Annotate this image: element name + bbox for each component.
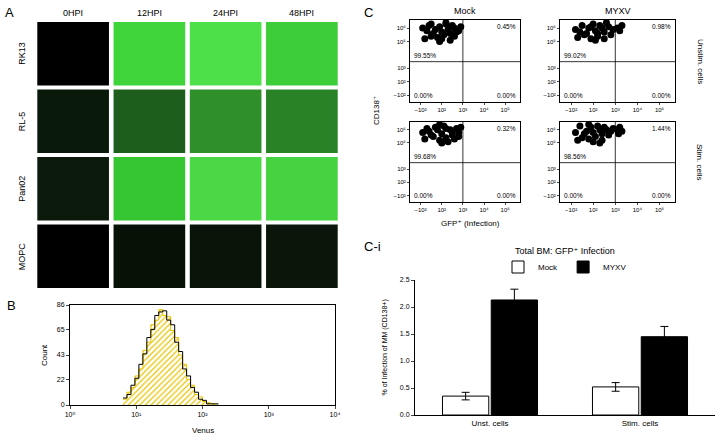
svg-text:10⁴: 10⁴	[330, 411, 341, 418]
svg-text:−10²: −10²	[544, 193, 556, 199]
svg-text:10²: 10²	[547, 79, 556, 85]
svg-text:−10²: −10²	[565, 107, 577, 113]
svg-text:10⁵: 10⁵	[397, 140, 407, 146]
svg-text:10²: 10²	[197, 411, 208, 418]
svg-text:0.32%: 0.32%	[497, 125, 516, 132]
svg-text:0.00%: 0.00%	[564, 92, 583, 99]
svg-text:10⁴: 10⁴	[479, 107, 489, 113]
svg-text:2.0: 2.0	[400, 303, 410, 310]
svg-text:10²: 10²	[397, 179, 406, 185]
svg-text:0.00%: 0.00%	[497, 92, 516, 99]
svg-text:10³: 10³	[459, 107, 468, 113]
svg-text:10³: 10³	[547, 65, 556, 71]
svg-text:−10²: −10²	[414, 107, 426, 113]
svg-text:2.5: 2.5	[400, 276, 410, 283]
svg-text:10³: 10³	[547, 166, 556, 172]
svg-text:−10²: −10²	[394, 193, 406, 199]
svg-text:10⁵: 10⁵	[547, 140, 557, 146]
svg-text:MYXV: MYXV	[603, 263, 626, 272]
svg-text:Stim. cells: Stim. cells	[622, 419, 658, 428]
svg-text:10⁶: 10⁶	[547, 25, 557, 31]
svg-text:12HPI: 12HPI	[137, 8, 162, 18]
svg-text:−10²: −10²	[544, 92, 556, 98]
svg-text:65: 65	[57, 326, 65, 333]
svg-text:1.0: 1.0	[400, 357, 410, 364]
svg-text:0.00%: 0.00%	[414, 192, 433, 199]
svg-text:Total BM: GFP⁺ Infection: Total BM: GFP⁺ Infection	[515, 246, 615, 256]
svg-text:RK13: RK13	[17, 42, 27, 65]
svg-text:MYXV: MYXV	[605, 6, 631, 16]
svg-text:22: 22	[57, 376, 65, 383]
svg-text:0.00%: 0.00%	[414, 92, 433, 99]
svg-text:99.55%: 99.55%	[414, 52, 436, 59]
svg-text:10⁵: 10⁵	[655, 107, 665, 113]
svg-text:0HPI: 0HPI	[63, 8, 83, 18]
svg-text:99.68%: 99.68%	[414, 153, 436, 160]
svg-text:Unst. cells: Unst. cells	[472, 419, 509, 428]
svg-text:10³: 10³	[264, 411, 275, 418]
svg-text:10⁵: 10⁵	[501, 207, 511, 213]
svg-text:10²: 10²	[397, 79, 406, 85]
svg-text:10⁵: 10⁵	[501, 107, 511, 113]
svg-text:10³: 10³	[397, 65, 406, 71]
svg-text:10²: 10²	[589, 207, 598, 213]
svg-text:10⁶: 10⁶	[547, 127, 557, 133]
svg-text:10²: 10²	[547, 179, 556, 185]
svg-text:A: A	[5, 5, 14, 20]
svg-text:10⁵: 10⁵	[655, 207, 665, 213]
svg-text:MOPC: MOPC	[17, 243, 27, 271]
svg-text:0.0: 0.0	[400, 411, 410, 418]
svg-text:0.00%: 0.00%	[652, 192, 671, 199]
svg-text:0.00%: 0.00%	[564, 192, 583, 199]
svg-text:Unstim. cells: Unstim. cells	[696, 39, 705, 84]
svg-text:−10²: −10²	[394, 92, 406, 98]
svg-text:86: 86	[57, 301, 65, 308]
svg-text:10⁴: 10⁴	[633, 207, 643, 213]
svg-text:43: 43	[57, 351, 65, 358]
svg-text:10³: 10³	[459, 207, 468, 213]
svg-text:10³: 10³	[611, 207, 620, 213]
svg-text:10⁴: 10⁴	[633, 107, 643, 113]
svg-text:10⁶: 10⁶	[397, 127, 407, 133]
svg-text:C: C	[364, 5, 373, 20]
svg-text:10³: 10³	[397, 166, 406, 172]
svg-text:10⁵: 10⁵	[397, 39, 407, 45]
svg-text:10⁵: 10⁵	[547, 39, 557, 45]
svg-text:1.5: 1.5	[400, 330, 410, 337]
svg-text:B: B	[7, 298, 16, 313]
svg-text:Mock: Mock	[538, 263, 558, 272]
svg-text:99.02%: 99.02%	[564, 52, 586, 59]
svg-text:Pan02: Pan02	[17, 176, 27, 202]
svg-text:0.00%: 0.00%	[652, 92, 671, 99]
svg-text:Stim. cells: Stim. cells	[695, 144, 704, 180]
svg-text:0.5: 0.5	[400, 384, 410, 391]
svg-text:10²: 10²	[437, 207, 446, 213]
svg-text:10²: 10²	[589, 107, 598, 113]
svg-text:0.98%: 0.98%	[652, 23, 671, 30]
svg-text:Count: Count	[40, 344, 49, 366]
svg-text:−10²: −10²	[414, 207, 426, 213]
svg-text:10⁴: 10⁴	[479, 207, 489, 213]
svg-text:% of Infection of MM (CD138+): % of Infection of MM (CD138+)	[381, 299, 389, 395]
svg-text:CD138⁺: CD138⁺	[372, 96, 381, 125]
svg-text:10¹: 10¹	[131, 411, 142, 418]
svg-text:10⁶: 10⁶	[397, 25, 407, 31]
svg-text:0: 0	[61, 401, 65, 408]
svg-text:10²: 10²	[437, 107, 446, 113]
svg-text:10⁰: 10⁰	[65, 411, 76, 418]
svg-text:24HPI: 24HPI	[213, 8, 238, 18]
svg-text:98.56%: 98.56%	[564, 153, 586, 160]
svg-text:RL-5: RL-5	[17, 112, 27, 132]
svg-text:0.45%: 0.45%	[497, 23, 516, 30]
svg-text:Mock: Mock	[454, 6, 476, 16]
svg-text:48HPI: 48HPI	[289, 8, 314, 18]
svg-text:−10²: −10²	[565, 207, 577, 213]
svg-text:1.44%: 1.44%	[652, 125, 671, 132]
svg-text:0.00%: 0.00%	[497, 192, 516, 199]
svg-text:C-i: C-i	[364, 239, 381, 254]
svg-text:10³: 10³	[611, 107, 620, 113]
svg-text:Venus: Venus	[192, 426, 214, 435]
svg-text:GFP⁺ (Infection): GFP⁺ (Infection)	[441, 219, 500, 228]
